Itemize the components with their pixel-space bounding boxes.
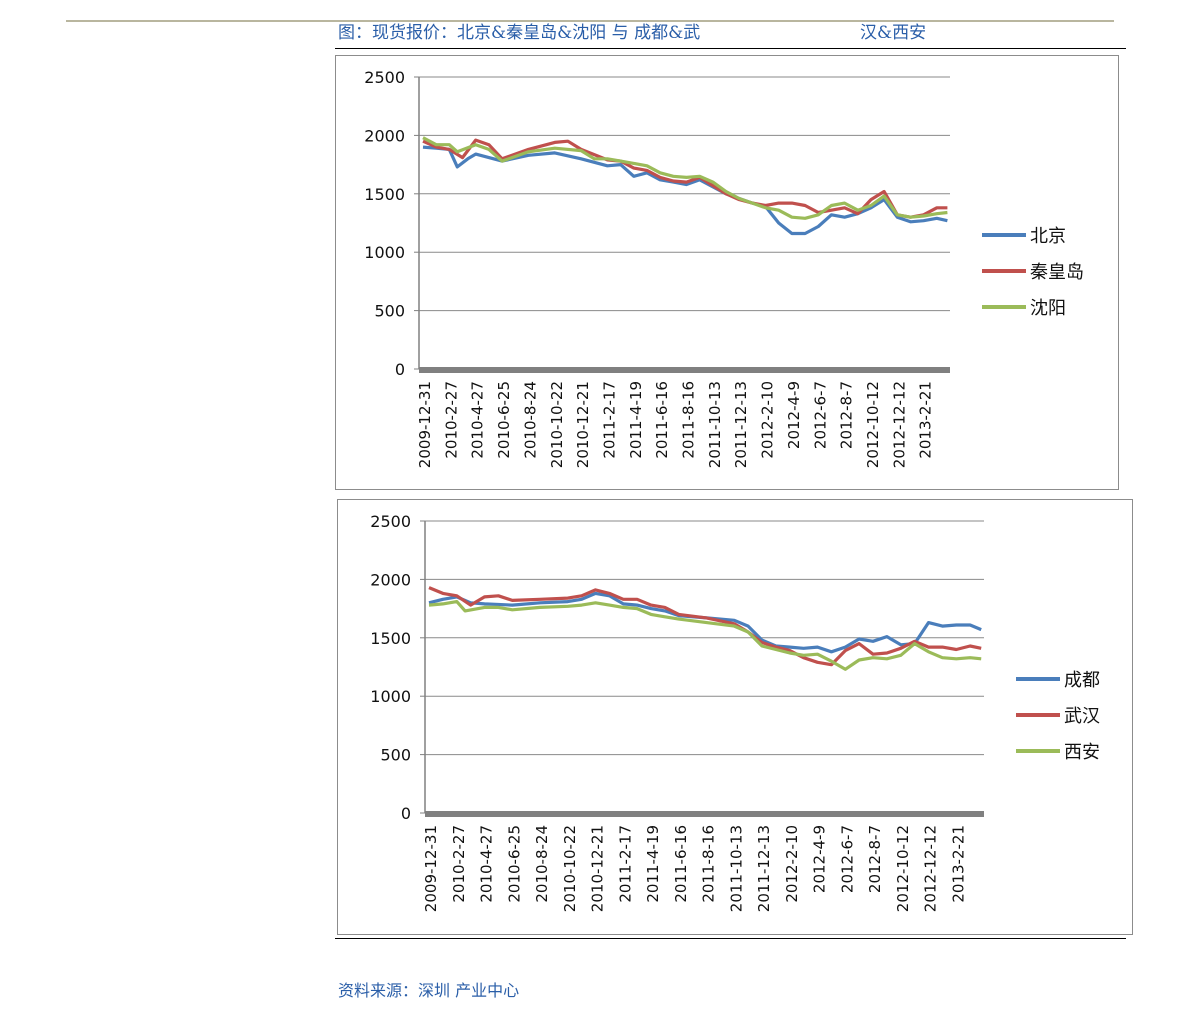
legend-swatch (982, 269, 1026, 273)
x-tick-label: 2010-8-24 (533, 825, 551, 903)
x-tick-label: 2010-10-22 (548, 381, 566, 468)
x-tick-label: 2011-12-13 (755, 825, 773, 912)
y-tick-label: 1500 (370, 629, 411, 648)
y-tick-label: 2000 (364, 126, 405, 145)
legend-swatch (1016, 677, 1060, 681)
x-tick-label: 2011-8-16 (680, 381, 698, 459)
x-tick-label: 2011-10-13 (706, 381, 724, 468)
x-tick-label: 2012-2-10 (783, 825, 801, 903)
x-tick-label: 2012-6-7 (838, 825, 856, 893)
legend-label: 沈阳 (1030, 298, 1066, 319)
x-tick-label: 2010-10-22 (561, 825, 579, 912)
y-tick-label: 0 (401, 804, 411, 823)
x-tick-label: 2011-6-16 (653, 381, 671, 459)
y-tick-label: 500 (374, 302, 405, 321)
legend-item: 北京 (982, 224, 1066, 247)
footer-rule (335, 938, 1126, 939)
x-tick-label: 2010-2-27 (442, 381, 460, 459)
y-tick-label: 1000 (370, 687, 411, 706)
x-tick-label: 2011-10-13 (727, 825, 745, 912)
x-tick-label: 2011-2-17 (616, 825, 634, 903)
x-tick-label: 2012-10-12 (894, 825, 912, 912)
x-axis (419, 367, 950, 373)
legend-swatch (982, 305, 1026, 309)
top-rule (66, 20, 1114, 22)
legend-label: 西安 (1064, 742, 1100, 763)
figure-title-part1: 图：现货报价：北京&秦皇岛&沈阳 与 成都&武 (338, 23, 701, 43)
x-tick-label: 2011-4-19 (627, 381, 645, 459)
x-tick-label: 2012-8-7 (838, 381, 856, 449)
x-tick-label: 2010-2-27 (450, 825, 468, 903)
x-tick-label: 2012-6-7 (811, 381, 829, 449)
x-tick-label: 2010-6-25 (495, 381, 513, 459)
legend-label: 秦皇岛 (1030, 262, 1084, 283)
x-tick-label: 2011-6-16 (672, 825, 690, 903)
chart-chengdu-wuhan-xian: 0 500 1000 1500 2000 2500 2009-12-31 2010-2-27 2… (337, 499, 1133, 935)
x-tick-label: 2010-6-25 (505, 825, 523, 903)
x-tick-label: 2011-12-13 (732, 381, 750, 468)
x-tick-label: 2010-12-21 (574, 381, 592, 468)
header-rule (335, 48, 1126, 49)
series-line (422, 136, 948, 220)
x-tick-label: 2011-4-19 (644, 825, 662, 903)
y-tick-label: 1000 (364, 243, 405, 262)
x-tick-label: 2010-4-27 (469, 381, 487, 459)
chart-svg: 0 500 1000 1500 2000 2500 2009-12-31 2010-2-27 2… (370, 512, 984, 912)
x-tick-label: 2009-12-31 (416, 381, 434, 468)
legend-label: 成都 (1064, 670, 1100, 691)
x-tick-label: 2012-12-12 (890, 381, 908, 468)
series-line (428, 600, 982, 671)
x-tick-label: 2009-12-31 (422, 825, 440, 912)
x-tick-label: 2012-10-12 (864, 381, 882, 468)
y-tick-label: 2500 (370, 512, 411, 531)
x-tick-label: 2010-12-21 (589, 825, 607, 912)
legend-item: 沈阳 (982, 296, 1066, 319)
legend-swatch (1016, 749, 1060, 753)
source-note: 资料来源：深圳 产业中心 (338, 981, 520, 1000)
x-tick-label: 2012-8-7 (866, 825, 884, 893)
legend-label: 武汉 (1064, 706, 1100, 727)
x-tick-label: 2013-2-21 (949, 825, 967, 903)
chart-svg: 0 500 1000 1500 2000 2500 2009-12-31 2010-2-27 2… (364, 68, 950, 468)
legend-swatch (982, 233, 1026, 237)
x-tick-label: 2011-8-16 (700, 825, 718, 903)
legend-item: 秦皇岛 (982, 260, 1084, 283)
x-tick-label: 2010-8-24 (521, 381, 539, 459)
x-tick-label: 2012-2-10 (759, 381, 777, 459)
x-tick-label: 2012-12-12 (922, 825, 940, 912)
series-line (422, 138, 948, 219)
x-tick-label: 2010-4-27 (478, 825, 496, 903)
figure-title-part2: 汉&西安 (860, 23, 927, 43)
y-tick-label: 1500 (364, 185, 405, 204)
y-tick-label: 500 (380, 746, 411, 765)
x-tick-label: 2012-4-9 (811, 825, 829, 893)
legend-label: 北京 (1030, 226, 1066, 247)
legend-item: 武汉 (1016, 704, 1100, 727)
y-tick-label: 0 (395, 360, 405, 379)
legend-swatch (1016, 713, 1060, 717)
series-line (428, 591, 982, 654)
legend-item: 西安 (1016, 740, 1100, 763)
legend-item: 成都 (1016, 668, 1100, 691)
x-axis (425, 811, 984, 817)
series-line (428, 586, 982, 667)
y-tick-label: 2500 (364, 68, 405, 87)
y-tick-label: 2000 (370, 570, 411, 589)
x-tick-label: 2013-2-21 (917, 381, 935, 459)
x-tick-label: 2012-4-9 (785, 381, 803, 449)
x-tick-label: 2011-2-17 (600, 381, 618, 459)
chart-beijing-qinhuangdao-shenyang: 0 500 1000 1500 2000 2500 2009-12-31 2010-2-27 2… (335, 55, 1119, 490)
